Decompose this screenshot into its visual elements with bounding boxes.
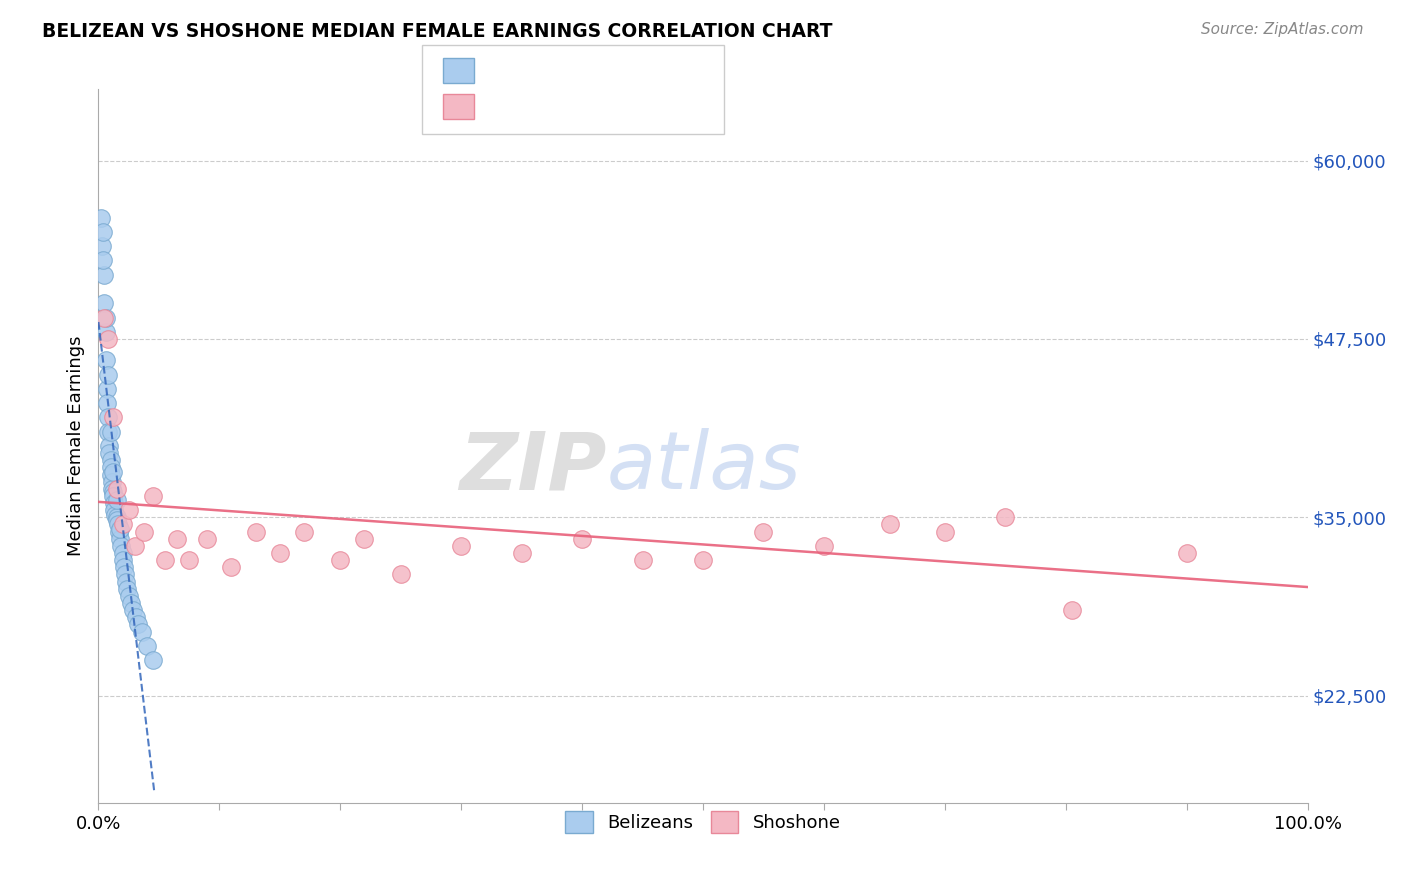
Point — [221, 560, 243, 574]
Legend: Belizeans, Shoshone: Belizeans, Shoshone — [558, 804, 848, 840]
Point — [994, 510, 1017, 524]
Point — [353, 532, 375, 546]
Point — [135, 639, 157, 653]
Point — [94, 310, 117, 325]
Y-axis label: Median Female Earnings: Median Female Earnings — [66, 335, 84, 557]
Point — [103, 496, 125, 510]
Point — [90, 211, 112, 225]
Point — [571, 532, 593, 546]
Point — [103, 503, 125, 517]
Point — [93, 268, 115, 282]
Point — [153, 553, 176, 567]
Point — [115, 574, 138, 589]
Point — [142, 489, 165, 503]
Point — [1060, 603, 1083, 617]
Point — [91, 239, 114, 253]
Point — [631, 553, 654, 567]
Point — [100, 475, 122, 489]
Point — [105, 493, 128, 508]
Point — [166, 532, 188, 546]
Point — [100, 467, 122, 482]
Point — [107, 517, 129, 532]
Text: atlas: atlas — [606, 428, 801, 507]
Point — [752, 524, 775, 539]
Point — [131, 624, 153, 639]
Point — [120, 596, 142, 610]
Point — [108, 532, 131, 546]
Point — [97, 410, 120, 425]
Point — [94, 325, 117, 339]
Point — [105, 482, 128, 496]
Point — [269, 546, 291, 560]
Point — [101, 465, 124, 479]
Point — [97, 332, 120, 346]
Point — [112, 560, 135, 574]
Text: Source: ZipAtlas.com: Source: ZipAtlas.com — [1201, 22, 1364, 37]
Point — [118, 589, 141, 603]
Point — [117, 582, 139, 596]
Point — [934, 524, 956, 539]
Point — [96, 382, 118, 396]
Point — [813, 539, 835, 553]
Point — [101, 489, 124, 503]
Point — [100, 460, 122, 475]
Point — [450, 539, 472, 553]
Point — [104, 508, 127, 522]
Point — [98, 446, 121, 460]
Point — [179, 553, 201, 567]
Point — [122, 603, 145, 617]
Point — [195, 532, 218, 546]
Point — [91, 253, 114, 268]
Point — [127, 617, 149, 632]
Point — [97, 425, 120, 439]
Point — [96, 396, 118, 410]
Point — [108, 524, 131, 539]
Text: BELIZEAN VS SHOSHONE MEDIAN FEMALE EARNINGS CORRELATION CHART: BELIZEAN VS SHOSHONE MEDIAN FEMALE EARNI… — [42, 22, 832, 41]
Point — [142, 653, 165, 667]
Point — [91, 225, 114, 239]
Point — [101, 410, 124, 425]
Point — [105, 513, 128, 527]
Point — [105, 510, 128, 524]
Point — [108, 522, 131, 536]
Point — [93, 310, 115, 325]
Point — [118, 503, 141, 517]
Text: ZIP: ZIP — [458, 428, 606, 507]
Point — [100, 453, 122, 467]
Text: R =  -0.030   N =  32: R = -0.030 N = 32 — [482, 95, 671, 113]
Point — [98, 439, 121, 453]
Point — [110, 539, 132, 553]
Point — [114, 567, 136, 582]
Point — [111, 553, 134, 567]
Point — [292, 524, 315, 539]
Point — [100, 482, 122, 496]
Point — [134, 524, 156, 539]
Point — [389, 567, 412, 582]
Point — [97, 368, 120, 382]
Point — [329, 553, 352, 567]
Point — [124, 539, 146, 553]
Point — [100, 425, 122, 439]
Point — [94, 353, 117, 368]
Point — [125, 610, 148, 624]
Point — [111, 546, 134, 560]
Point — [510, 546, 533, 560]
Point — [879, 517, 901, 532]
Point — [111, 517, 134, 532]
Point — [692, 553, 714, 567]
Text: R =  -0.242   N =  50: R = -0.242 N = 50 — [482, 60, 671, 78]
Point — [93, 296, 115, 310]
Point — [1175, 546, 1198, 560]
Point — [101, 484, 124, 499]
Point — [245, 524, 267, 539]
